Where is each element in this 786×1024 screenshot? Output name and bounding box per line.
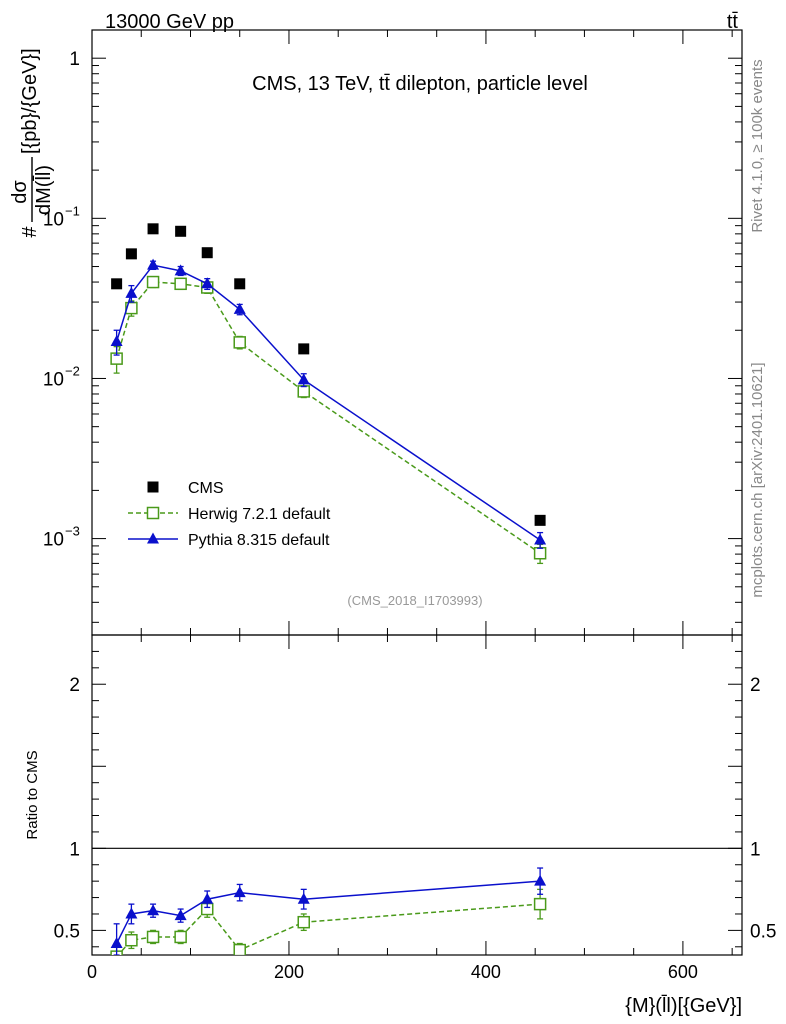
main-herwig-point: [233, 336, 246, 349]
ylabel-suffix: [{pb}/{GeV}]: [19, 48, 41, 154]
ratio-y-tick-label: 2: [69, 675, 80, 696]
ratio-herwig-point: [233, 943, 246, 955]
ratio-y-axis-label: Ratio to CMS: [24, 750, 41, 839]
ratio-y-tick-label: 1: [69, 839, 80, 860]
y-tick-label: 10: [43, 530, 64, 551]
main-pythia-line: [115, 264, 541, 541]
main-herwig-point: [297, 385, 310, 398]
header-left: 13000 GeV pp: [105, 11, 234, 33]
mcplots-label: mcplots.cern.ch [arXiv:2401.10621]: [749, 362, 766, 597]
main-pythia-point: [174, 264, 187, 276]
main-herwig-point: [146, 275, 160, 289]
ratio-herwig-point: [146, 930, 160, 944]
ratio-pythia-point: [147, 904, 160, 916]
watermark: (CMS_2018_I1703993): [347, 593, 482, 608]
y-tick-label: 1: [69, 49, 80, 70]
header-right: tt̄: [727, 11, 739, 33]
main-cms-point: [201, 247, 213, 259]
main-y-axis-label: # dσ dM(l̄l) [{pb}/{GeV}]: [9, 48, 55, 237]
main-cms-point: [175, 225, 187, 237]
ratio-pythia-point: [233, 886, 246, 898]
y-tick-label: 10: [43, 369, 64, 390]
main-pythia-point: [233, 302, 246, 314]
main-cms-point: [125, 248, 137, 260]
ratio-pythia-point: [125, 907, 138, 919]
x-tick-label: 600: [668, 962, 698, 982]
legend-cms-label: CMS: [188, 480, 224, 497]
legend-pythia-marker: [147, 532, 159, 544]
rivet-label: Rivet 4.1.0, ≥ 100k events: [749, 59, 766, 232]
y-tick-label: 10: [43, 209, 64, 230]
legend-herwig-label: Herwig 7.2.1 default: [188, 506, 331, 523]
ratio-herwig-point: [174, 930, 187, 944]
main-pythia-point: [110, 335, 123, 347]
ratio-pythia-point: [201, 892, 214, 904]
y-tick-label-exponent: −1: [65, 203, 80, 218]
main-cms-point: [111, 278, 123, 290]
main-pythia-point: [201, 277, 214, 289]
ratio-y-tick-label-right: 1: [750, 839, 761, 860]
ratio-herwig-point: [297, 915, 310, 929]
main-pythia-point: [125, 286, 138, 298]
ratio-pythia-point: [174, 909, 187, 921]
main-cms-point: [298, 343, 310, 355]
y-tick-label-exponent: −3: [65, 524, 80, 539]
main-herwig-point: [174, 277, 187, 291]
x-axis-label: {M}(l̄l)[{GeV}]: [625, 994, 742, 1017]
ratio-pythia-point: [534, 874, 547, 886]
ratio-axes: 0 200 400 600 0.5 0.5 1 1 2 2: [54, 634, 776, 982]
legend: CMS Herwig 7.2.1 default Pythia 8.315 defa…: [128, 480, 331, 549]
main-herwig-point: [533, 546, 547, 560]
ratio-herwig-point: [125, 933, 138, 947]
ratio-y-tick-label-right: 0.5: [750, 921, 776, 942]
x-tick-label: 200: [274, 962, 304, 982]
legend-herwig-marker: [146, 506, 160, 520]
legend-pythia-label: Pythia 8.315 default: [188, 532, 330, 549]
ratio-frame: [91, 634, 743, 956]
main-data-marks: [110, 223, 547, 565]
main-pythia-point: [534, 533, 547, 545]
ratio-y-tick-label: 0.5: [54, 921, 80, 942]
legend-cms-marker: [147, 481, 159, 493]
ratio-y-tick-label-right: 2: [750, 675, 761, 696]
ylabel-denominator: dM(l̄l): [32, 165, 55, 215]
main-pythia-point: [297, 373, 310, 385]
ylabel-numerator: dσ: [9, 180, 31, 204]
ratio-pythia-point: [297, 892, 310, 904]
main-cms-point: [534, 514, 546, 526]
ratio-pythia-point: [110, 937, 123, 949]
plot-title: CMS, 13 TeV, tt̄ dilepton, particle leve…: [252, 73, 588, 95]
main-cms-point: [147, 223, 159, 235]
main-cms-point: [234, 278, 246, 290]
main-axes: 110−110−210−3: [43, 29, 743, 636]
ratio-herwig-point: [533, 897, 547, 911]
y-tick-label-exponent: −2: [65, 363, 80, 378]
x-tick-label: 400: [471, 962, 501, 982]
ylabel-prefix: #: [19, 226, 41, 238]
ratio-pythia-line: [115, 880, 541, 944]
x-tick-label: 0: [87, 962, 97, 982]
main-pythia-point: [147, 258, 160, 270]
ratio-data-marks: [110, 867, 547, 955]
